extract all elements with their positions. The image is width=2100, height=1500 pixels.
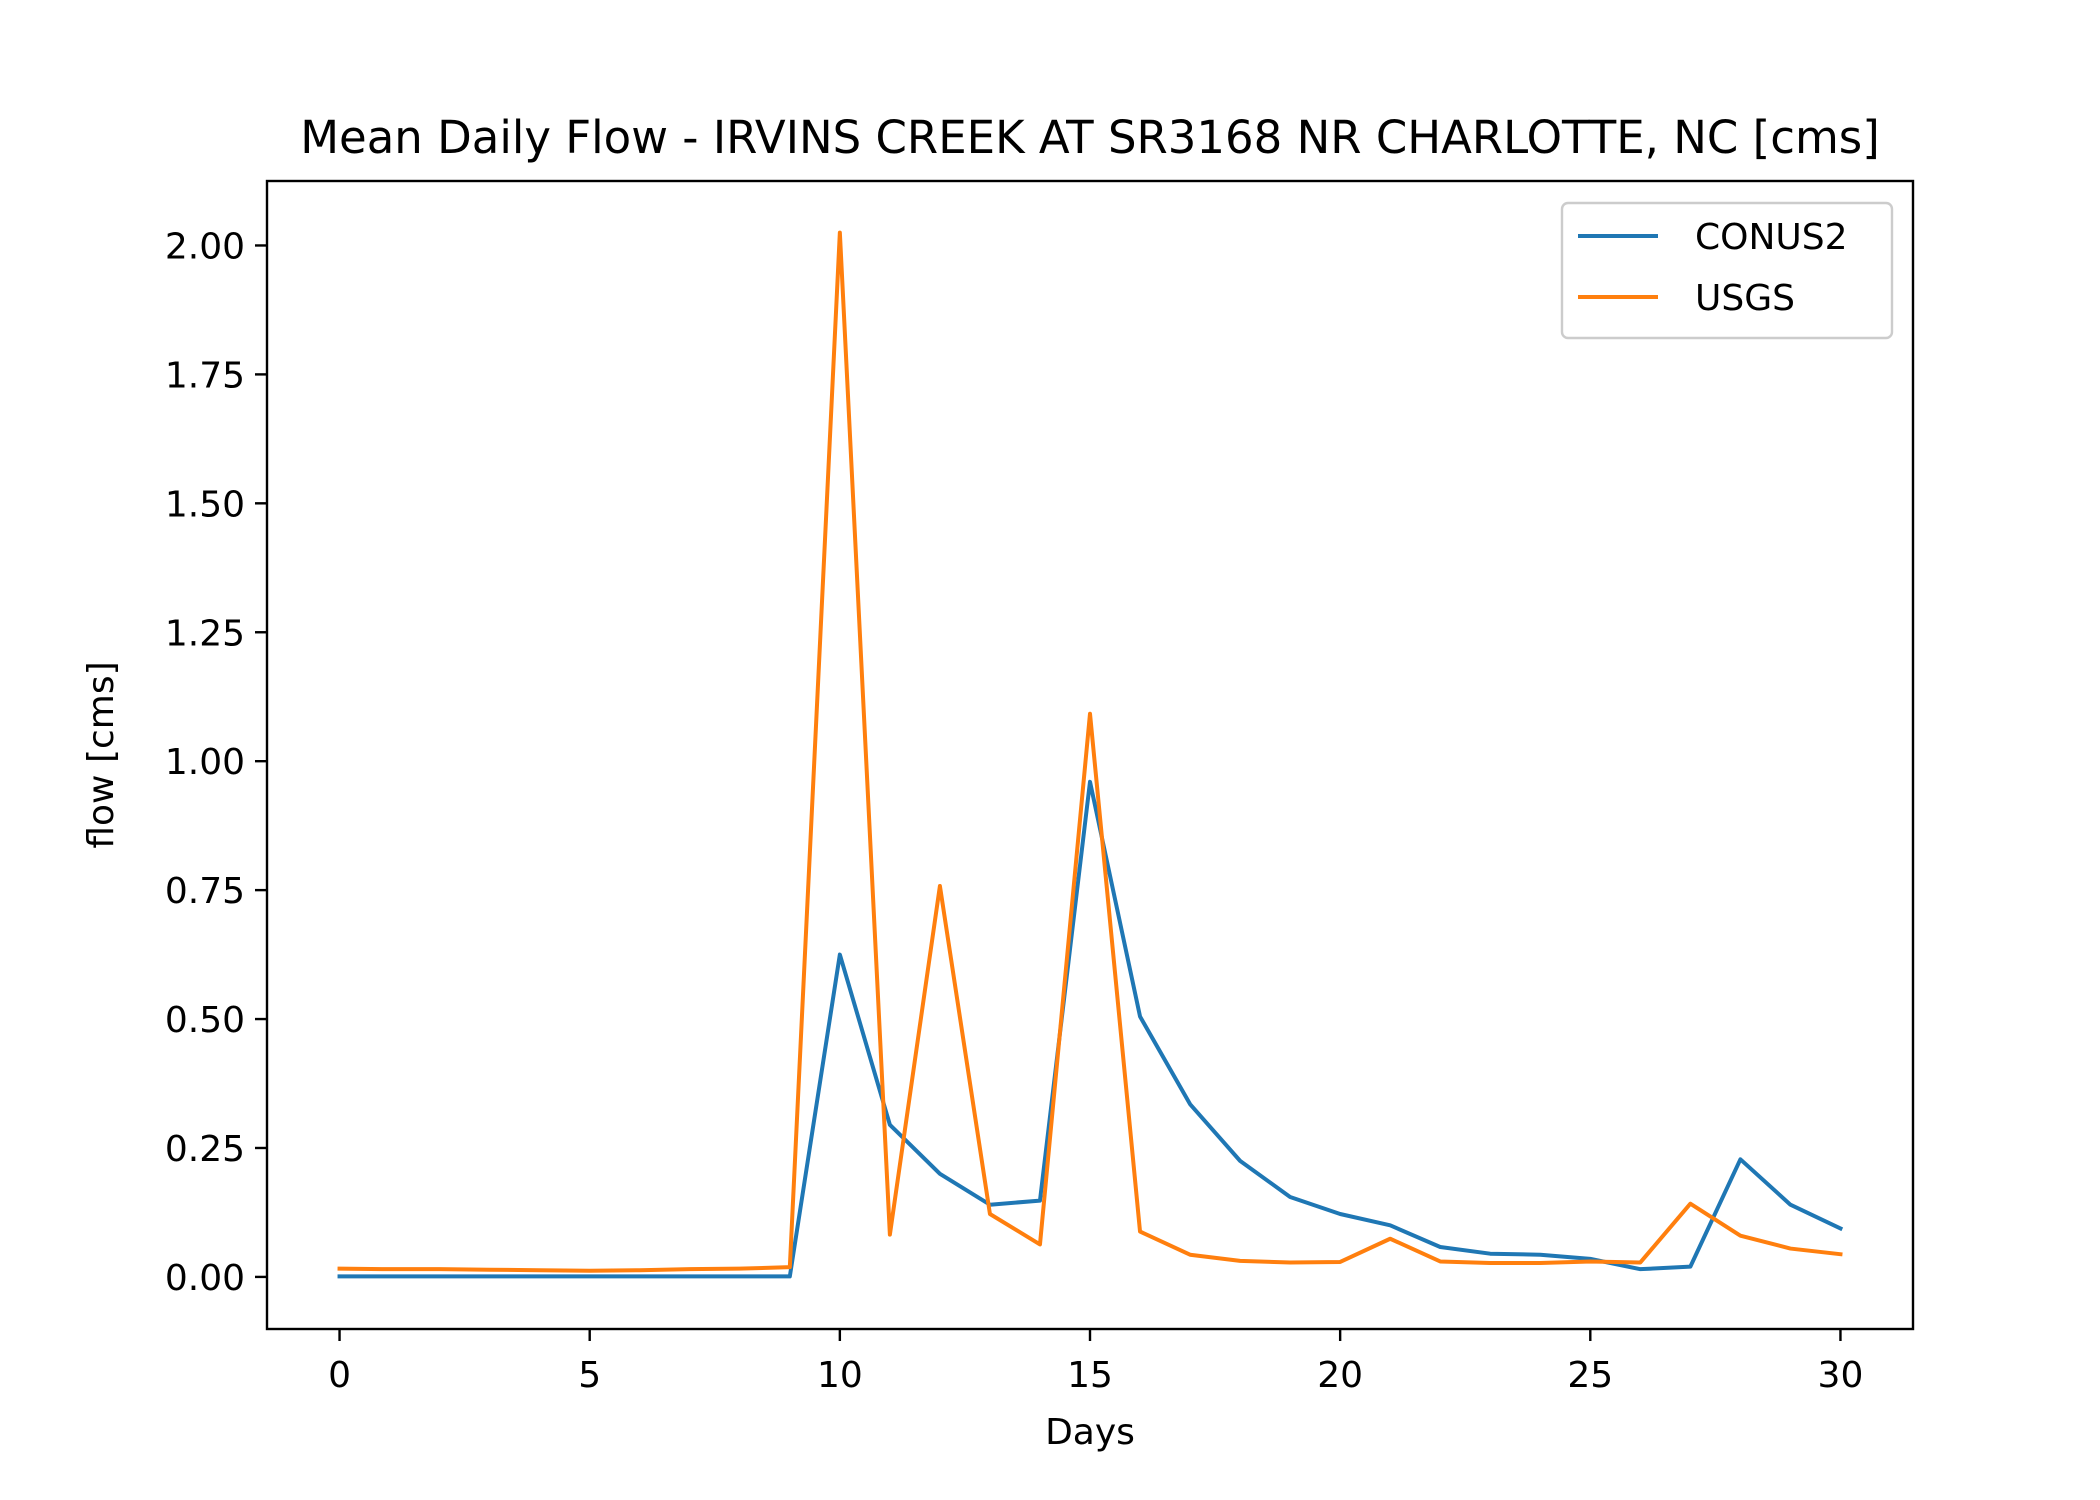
y-tick-label: 0.00 (165, 1258, 245, 1299)
x-tick-label: 0 (328, 1355, 351, 1396)
x-tick-label: 30 (1818, 1355, 1864, 1396)
x-tick-label: 5 (578, 1355, 601, 1396)
y-tick-label: 0.25 (165, 1129, 245, 1170)
y-tick-label: 1.50 (165, 484, 245, 525)
x-tick-label: 25 (1567, 1355, 1613, 1396)
y-tick-label: 1.75 (165, 355, 245, 396)
x-tick-label: 15 (1067, 1355, 1113, 1396)
legend-label-usgs: USGS (1695, 278, 1795, 319)
y-tick-label: 0.50 (165, 1000, 245, 1041)
plot-area (265, 179, 1915, 1331)
x-tick-label: 10 (817, 1355, 863, 1396)
legend: CONUS2 USGS (1560, 201, 1894, 340)
x-tick-label: 20 (1317, 1355, 1363, 1396)
y-tick-label: 1.25 (165, 613, 245, 654)
y-axis: 0.00 0.25 0.50 0.75 1.00 1.25 1.50 1.75 2.00 (165, 226, 267, 1299)
y-axis-title: flow [cms] (81, 661, 122, 848)
series-line-usgs (337, 230, 1843, 1273)
x-axis-title: Days (1045, 1412, 1135, 1453)
legend-label-conus2: CONUS2 (1695, 217, 1848, 258)
series-layer (337, 230, 1844, 1279)
x-axis: 0 5 10 15 20 25 30 (328, 1329, 1863, 1396)
y-tick-label: 2.00 (165, 226, 245, 267)
chart-title: Mean Daily Flow - IRVINS CREEK AT SR3168… (300, 111, 1880, 164)
y-tick-label: 1.00 (165, 742, 245, 783)
y-tick-label: 0.75 (165, 871, 245, 912)
series-line-conus2 (337, 779, 1844, 1279)
